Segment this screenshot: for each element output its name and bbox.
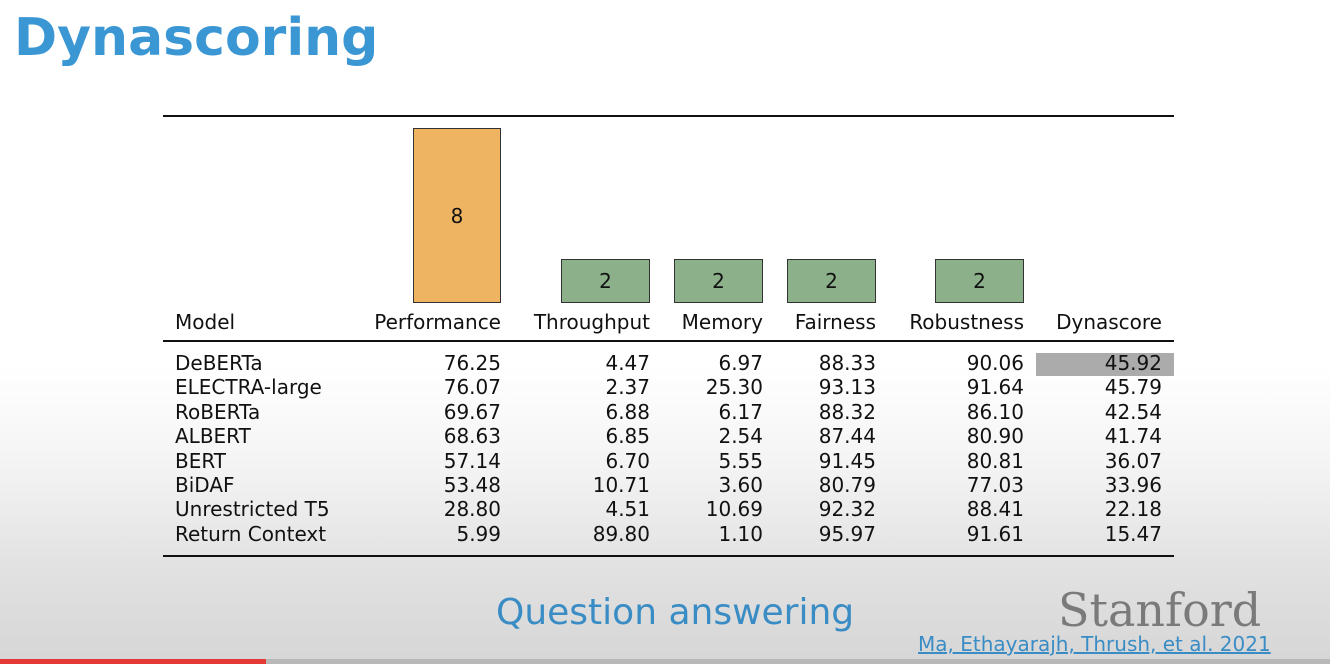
memory-weight-box: 2 [674, 259, 763, 303]
cell-fairness: 88.33 [818, 351, 876, 375]
cell-performance: 68.63 [443, 424, 501, 449]
table-bottom-rule [163, 555, 1174, 557]
cell-robustness: 88.41 [966, 497, 1024, 522]
cell-dynascore: 33.96 [1104, 473, 1162, 497]
cell-robustness: 91.64 [966, 375, 1024, 400]
video-progress-fill [0, 659, 266, 664]
table-top-rule [163, 115, 1174, 117]
cell-throughput: 4.51 [605, 497, 650, 522]
cell-performance: 76.07 [443, 375, 501, 400]
cell-throughput: 4.47 [605, 351, 650, 375]
cell-performance: 28.80 [443, 497, 501, 522]
cell-robustness: 80.90 [966, 424, 1024, 449]
cell-model: ELECTRA-large [175, 375, 322, 400]
cell-performance: 76.25 [443, 351, 501, 375]
cell-performance: 5.99 [456, 521, 501, 546]
header-model: Model [175, 310, 236, 334]
cell-dynascore: 42.54 [1104, 399, 1162, 424]
video-progress-bar[interactable] [0, 659, 1330, 664]
cell-throughput: 10.71 [592, 473, 650, 497]
cell-performance: 57.14 [443, 448, 501, 473]
cell-throughput: 2.37 [605, 375, 650, 400]
top-dynascore-highlight [1036, 353, 1174, 376]
cell-robustness: 77.03 [966, 473, 1024, 497]
cell-model: DeBERTa [175, 351, 263, 375]
cell-fairness: 91.45 [818, 448, 876, 473]
fairness-weight-box: 2 [787, 259, 876, 303]
cell-dynascore: 45.79 [1104, 375, 1162, 400]
cell-dynascore: 41.74 [1104, 424, 1162, 449]
stanford-logo: Stanford [1058, 583, 1262, 637]
slide-title: Dynascoring [14, 8, 379, 68]
cell-throughput: 6.70 [605, 448, 650, 473]
cell-memory: 10.69 [705, 497, 763, 522]
cell-dynascore: 22.18 [1104, 497, 1162, 522]
cell-fairness: 95.97 [818, 521, 876, 546]
throughput-weight-box: 2 [561, 259, 650, 303]
cell-robustness: 86.10 [966, 399, 1024, 424]
cell-dynascore: 15.47 [1104, 521, 1162, 546]
cell-fairness: 87.44 [818, 424, 876, 449]
cell-model: Return Context [175, 521, 327, 546]
cell-throughput: 6.88 [605, 399, 650, 424]
table-header-rule [163, 340, 1174, 342]
cell-fairness: 92.32 [818, 497, 876, 522]
cell-fairness: 93.13 [818, 375, 876, 400]
cell-memory: 1.10 [718, 521, 763, 546]
robustness-weight-box: 2 [935, 259, 1024, 303]
cell-robustness: 91.61 [966, 521, 1024, 546]
cell-throughput: 6.85 [605, 424, 650, 449]
cell-model: BERT [175, 448, 227, 473]
performance-weight-box: 8 [413, 128, 501, 303]
header-performance: Performance [374, 310, 501, 334]
header-robustness: Robustness [909, 310, 1024, 334]
cell-dynascore: 45.92 [1104, 351, 1162, 375]
cell-memory: 2.54 [718, 424, 763, 449]
cell-model: ALBERT [175, 424, 251, 449]
citation-link[interactable]: Ma, Ethayarajh, Thrush, et al. 2021 [918, 632, 1271, 656]
cell-performance: 53.48 [443, 473, 501, 497]
cell-robustness: 80.81 [966, 448, 1024, 473]
header-throughput: Throughput [533, 310, 650, 334]
cell-memory: 6.97 [718, 351, 763, 375]
header-dynascore: Dynascore [1056, 310, 1162, 334]
slide-subtitle: Question answering [496, 592, 855, 633]
cell-throughput: 89.80 [592, 521, 650, 546]
cell-dynascore: 36.07 [1104, 448, 1162, 473]
cell-model: Unrestricted T5 [175, 497, 330, 522]
cell-model: RoBERTa [175, 399, 261, 424]
header-memory: Memory [681, 310, 763, 334]
cell-memory: 25.30 [705, 375, 763, 400]
cell-performance: 69.67 [443, 399, 501, 424]
cell-memory: 6.17 [718, 399, 763, 424]
cell-fairness: 88.32 [818, 399, 876, 424]
cell-fairness: 80.79 [818, 473, 876, 497]
cell-memory: 5.55 [718, 448, 763, 473]
cell-robustness: 90.06 [966, 351, 1024, 375]
cell-memory: 3.60 [718, 473, 763, 497]
cell-model: BiDAF [175, 473, 235, 497]
header-fairness: Fairness [794, 310, 876, 334]
